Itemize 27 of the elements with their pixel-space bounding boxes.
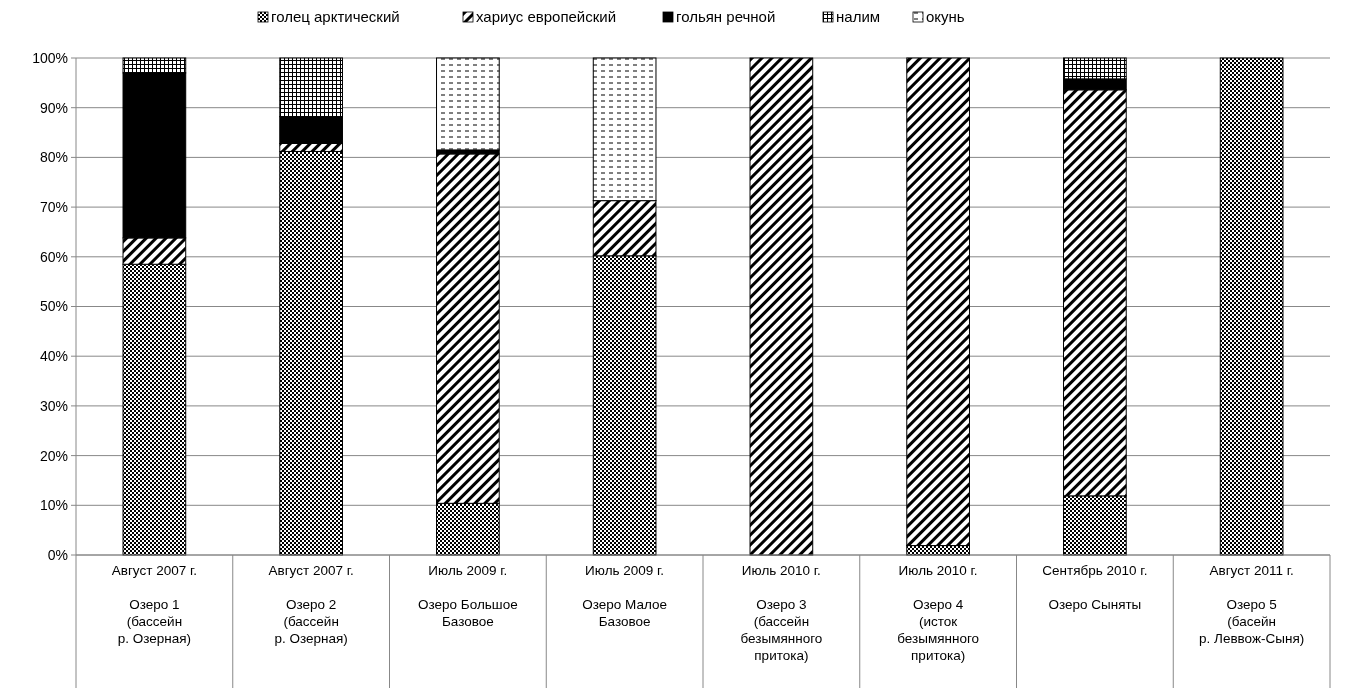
bar — [749, 57, 814, 556]
y-tick-label: 20% — [39, 447, 68, 464]
legend-label: голец арктический — [271, 8, 400, 25]
y-tick-label: 100% — [32, 49, 68, 66]
category-label: Август 2007 г. Озеро 2 (бассейн р. Озерная) — [268, 563, 354, 646]
bar — [1219, 57, 1284, 556]
y-tick-label: 50% — [39, 298, 68, 315]
legend-label: хариус европейский — [476, 8, 617, 25]
category-label: Август 2007 г. Озеро 1 (бассейн р. Озерная) — [111, 563, 197, 646]
category-label: Сентябрь 2010 г. Озеро Сыняты — [1042, 563, 1148, 612]
legend-label: окунь — [926, 8, 965, 25]
category-label: Август 2011 г. Озеро 5 (басейн р. Леввож-Сыня) — [1199, 563, 1305, 646]
legend-label: налим — [836, 8, 881, 25]
legend-label: гольян речной — [676, 8, 776, 25]
y-tick-label: 80% — [39, 149, 68, 166]
y-tick-label: 70% — [39, 199, 68, 215]
y-tick-label: 10% — [39, 497, 68, 514]
y-tick-label: 0% — [47, 546, 68, 563]
category-label: Июль 2010 г. Озеро 4 (исток безымянного притока) — [897, 563, 980, 663]
y-tick-label: 30% — [39, 397, 68, 414]
category-label: Июль 2009 г. Озеро Большое Базовое — [418, 563, 518, 629]
bar — [436, 57, 500, 151]
category-label: Июль 2010 г. Озеро 3 (бассейн безымянного притока) — [740, 563, 823, 663]
y-tick-label: 90% — [39, 99, 68, 116]
y-tick-label: 40% — [39, 348, 68, 365]
y-tick-label: 60% — [39, 248, 68, 265]
category-label: Июль 2009 г. Озеро Малое Базовое — [582, 563, 668, 629]
